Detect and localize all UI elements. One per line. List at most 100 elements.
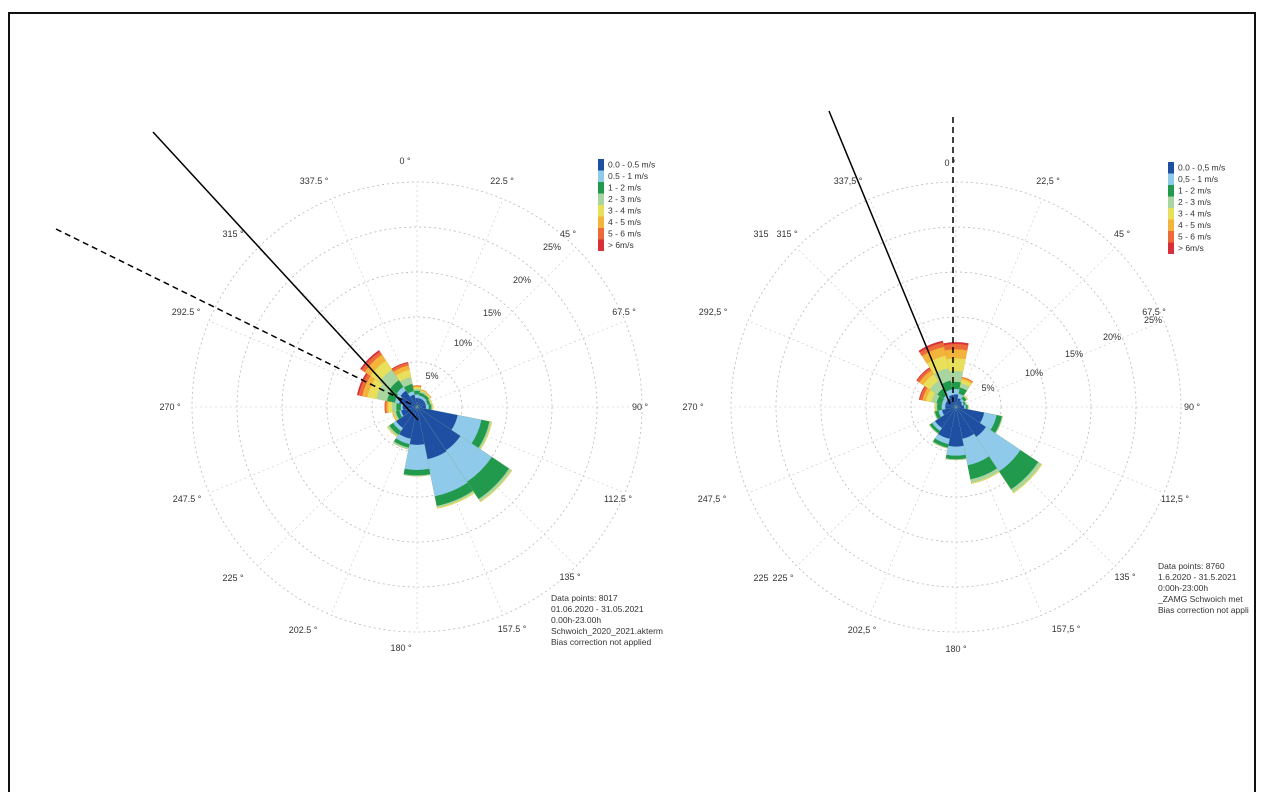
legend-label: 0.0 - 0,5 m/s bbox=[1178, 163, 1225, 173]
radial-label: 20% bbox=[513, 275, 531, 285]
radial-label: 10% bbox=[1025, 368, 1043, 378]
legend-swatch bbox=[1168, 208, 1174, 220]
radial-label: 5% bbox=[425, 371, 438, 381]
legend-label: 3 - 4 m/s bbox=[608, 206, 641, 216]
direction-label: 90 ° bbox=[632, 402, 649, 412]
annotation-lines bbox=[55, 110, 954, 421]
legend: 0.0 - 0,5 m/s0,5 - 1 m/s 1 - 2 m/s2 - 3 m… bbox=[1168, 162, 1225, 254]
wind-rose-1: 0 ° 22.5 ° 45 ° 67.5 ° 90 ° 112.5 ° 135 ° 157.5… bbox=[159, 156, 663, 653]
direction-label: 135 ° bbox=[1114, 572, 1136, 582]
legend-swatch bbox=[1168, 219, 1174, 231]
legend-label: 0.5 - 1 m/s bbox=[608, 171, 648, 181]
wedge-0-class-1 bbox=[415, 398, 419, 407]
radial-label: 25% bbox=[1144, 315, 1162, 325]
wedge-270-class-1 bbox=[402, 404, 417, 410]
direction-label: 202.5 ° bbox=[289, 625, 318, 635]
direction-label: 180 ° bbox=[390, 643, 412, 653]
wedge-180-class-1 bbox=[409, 407, 425, 445]
wedge-135-class-1 bbox=[417, 407, 461, 451]
wedge-45-class-1 bbox=[417, 399, 425, 407]
wedge-247.5-class-1 bbox=[401, 407, 417, 416]
direction-label: 45 ° bbox=[1114, 229, 1131, 239]
legend-label: 4 - 5 m/s bbox=[608, 217, 641, 227]
direction-label: 112.5 ° bbox=[604, 494, 632, 504]
wedge-112.5-class-1 bbox=[956, 407, 985, 423]
legend-label: 0,5 - 1 m/s bbox=[1178, 174, 1218, 184]
direction-label: 67.5 ° bbox=[612, 307, 636, 317]
legend-swatch bbox=[1168, 242, 1174, 254]
legend-label: 4 - 5 m/s bbox=[1178, 220, 1211, 230]
wedge-90-class-1 bbox=[956, 405, 965, 409]
wedge-0-class-1 bbox=[953, 394, 959, 407]
direction-label: 292.5 ° bbox=[172, 307, 201, 317]
legend-swatch bbox=[598, 239, 604, 251]
wedge-135-class-1 bbox=[956, 407, 986, 437]
direction-label: 270 ° bbox=[159, 402, 181, 412]
legend-swatch bbox=[598, 216, 604, 228]
direction-label: 247,5 ° bbox=[698, 494, 727, 504]
grid-spoke bbox=[747, 406, 957, 494]
wedge-22.5-class-1 bbox=[417, 398, 422, 407]
legend-swatch bbox=[1168, 162, 1174, 174]
direction-label-extra: 315 bbox=[753, 229, 768, 239]
wind-rose-2: 0 ° 22,5 ° 45 ° 67,5 ° 90 ° 112,5 ° 135 ° 157,5… bbox=[682, 158, 1248, 654]
direction-label: 225 ° bbox=[222, 573, 244, 583]
grid-spoke bbox=[416, 320, 626, 408]
wedge-337.5-class-1 bbox=[410, 394, 417, 407]
radial-label: 5% bbox=[981, 383, 994, 393]
info-line: _ZAMG Schwoich met bbox=[1157, 594, 1243, 604]
direction-label: 270 ° bbox=[682, 402, 704, 412]
direction-label: 157.5 ° bbox=[498, 624, 527, 634]
legend-swatch bbox=[598, 228, 604, 240]
radial-label: 20% bbox=[1103, 332, 1121, 342]
direction-label: 225 ° bbox=[772, 573, 794, 583]
wedge-90-class-1 bbox=[417, 405, 426, 409]
grid-circle bbox=[730, 181, 1182, 633]
direction-label: 315 ° bbox=[222, 229, 244, 239]
grid-spoke bbox=[416, 247, 577, 408]
legend-swatch bbox=[1168, 231, 1174, 243]
info-line: 0:00h-23:00h bbox=[1158, 583, 1208, 593]
legend-label: 1 - 2 m/s bbox=[1178, 186, 1211, 196]
solid-line-left bbox=[152, 131, 419, 421]
radial-label: 25% bbox=[543, 242, 561, 252]
direction-label: 22.5 ° bbox=[490, 176, 514, 186]
legend-swatch bbox=[598, 205, 604, 217]
wedge-112.5-class-1 bbox=[417, 407, 458, 430]
legend-label: > 6m/s bbox=[1178, 243, 1204, 253]
direction-label: 135 ° bbox=[559, 572, 581, 582]
legend-label: 1 - 2 m/s bbox=[608, 183, 641, 193]
legend-swatch bbox=[1168, 173, 1174, 185]
wedge-292.5-class-1 bbox=[945, 401, 956, 407]
grid-spoke bbox=[955, 247, 1116, 408]
wedge-67.5-class-1 bbox=[956, 403, 963, 407]
direction-label: 22,5 ° bbox=[1036, 176, 1060, 186]
legend-swatch bbox=[1168, 185, 1174, 197]
legend-swatch bbox=[598, 193, 604, 205]
wedge-202.5-class-1 bbox=[938, 407, 956, 439]
direction-label: 337.5 ° bbox=[300, 176, 329, 186]
direction-label: 0 ° bbox=[399, 156, 411, 166]
radial-label: 15% bbox=[483, 308, 501, 318]
info-line: Data points: 8017 bbox=[551, 593, 618, 603]
wedge-157.5-class-1 bbox=[417, 407, 447, 460]
legend-swatch bbox=[598, 159, 604, 171]
info-line: Bias correction not appli bbox=[1158, 605, 1249, 615]
legend-label: 2 - 3 m/s bbox=[608, 194, 641, 204]
direction-label: 157,5 ° bbox=[1052, 624, 1081, 634]
wedge-67.5-class-1 bbox=[417, 402, 426, 407]
legend-swatch bbox=[598, 182, 604, 194]
radial-label: 15% bbox=[1065, 349, 1083, 359]
grid-spoke bbox=[208, 406, 418, 494]
legend-label: 0.0 - 0.5 m/s bbox=[608, 160, 655, 170]
direction-label: 202,5 ° bbox=[848, 625, 877, 635]
direction-label: 180 ° bbox=[945, 644, 967, 654]
info-line: 01.06.2020 - 31.05.2021 bbox=[551, 604, 644, 614]
solid-line-right bbox=[828, 110, 951, 405]
direction-label: 247.5 ° bbox=[173, 494, 202, 504]
grid-spoke bbox=[796, 406, 957, 567]
direction-label: 90 ° bbox=[1184, 402, 1201, 412]
direction-label-extra: 225 bbox=[753, 573, 768, 583]
info-line: Schwoich_2020_2021.akterm bbox=[551, 626, 663, 636]
